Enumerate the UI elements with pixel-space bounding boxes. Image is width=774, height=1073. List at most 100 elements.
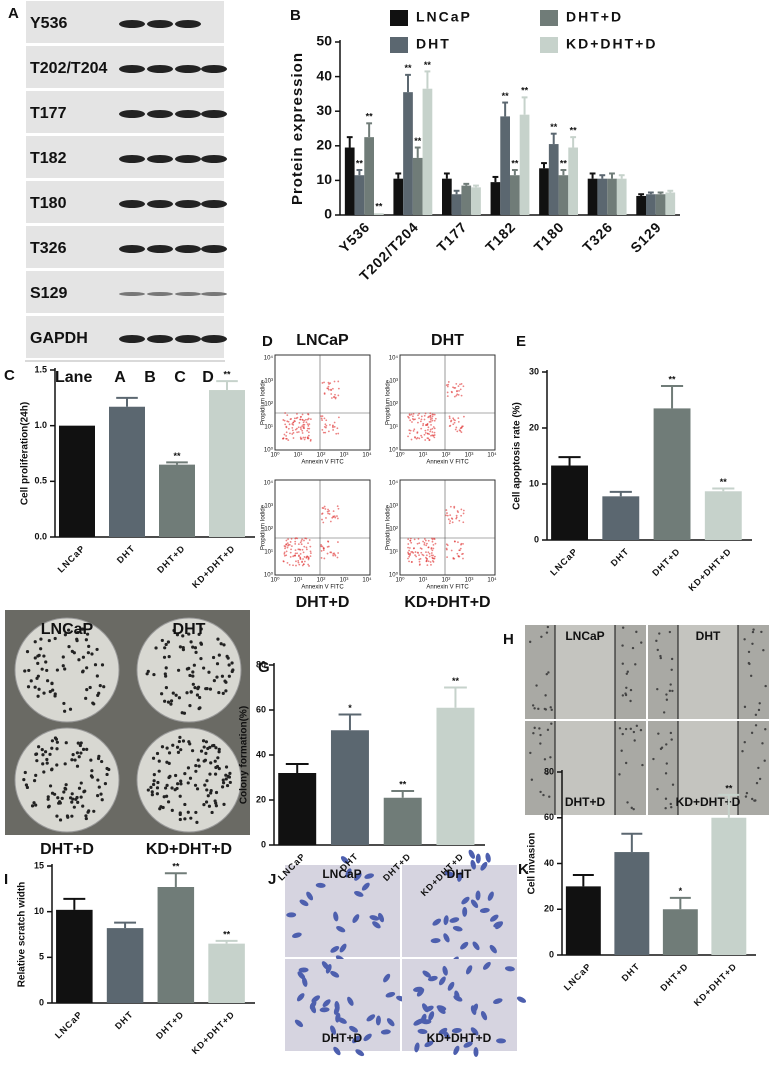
y-tick-label: 1.0 [34,420,47,430]
colony [102,685,106,689]
x-tick-label: S129 [627,218,664,255]
flow-tick: 10² [264,402,273,408]
bar [344,147,355,215]
flow-dot [416,542,419,545]
colony [33,640,37,644]
flow-dot [459,388,462,391]
y-tick-label: 60 [256,704,266,714]
flow-dot [452,418,455,421]
flow-dot [332,515,335,518]
bar [106,928,144,1003]
colony [160,638,164,643]
cell [372,921,381,929]
bar [364,137,374,215]
flow-dot [289,541,292,543]
colony [163,699,167,703]
colony [100,798,104,802]
flow-dot [446,512,448,514]
colony [164,686,168,690]
colony [194,769,198,773]
flow-dot [294,540,297,543]
flow-dot [420,415,423,418]
flow-dot [453,506,456,509]
cell [449,917,460,923]
colony [221,778,225,782]
flow-dot [460,383,463,385]
colony [145,672,149,676]
flow-dot [407,546,409,549]
blot-band [175,110,201,118]
colony [172,628,176,633]
colony [194,763,198,768]
cell [306,891,314,901]
cell [487,891,494,901]
flow-dot [455,394,458,397]
colony [181,634,185,638]
flow-dot [307,413,309,415]
blot-row [24,269,226,315]
cell [447,981,455,991]
colony [80,627,85,631]
flow-dot [331,387,334,390]
y-axis-label: Protein expression [289,52,306,205]
flow-dot [429,428,432,431]
x-tick-label: KD+DHT+D [190,1009,237,1056]
flow-dot [283,433,286,436]
flow-dot [308,539,311,541]
colony [93,663,98,667]
colony [186,766,191,770]
cell [470,899,479,908]
flow-dot [454,540,456,543]
blot-band [201,200,227,208]
flow-dot [334,393,336,396]
colony [48,689,52,694]
flow-dot [337,507,340,510]
colony [188,742,192,746]
flow-dot [328,510,330,512]
group-label: DHT+D [40,841,94,858]
flow-dot [309,555,312,558]
colony [85,688,89,692]
flow-dot [334,554,337,557]
flow-dot [445,509,448,511]
flow-dot [299,418,302,421]
colony [42,654,46,658]
flow-dot [283,419,286,422]
flow-dot [323,381,325,384]
flow-dot [327,512,330,515]
legend-label: DHT [416,36,451,52]
cell [658,632,661,635]
cell [386,1018,395,1027]
flow-dot [415,437,418,440]
colony [48,784,53,788]
colony [61,664,65,668]
blot-band [201,292,227,296]
cell [355,1049,365,1057]
flow-y-axis: Propidium Iodide [261,504,267,550]
flow-dot [462,552,464,555]
colony [63,709,67,713]
bar [442,178,452,215]
colony [222,643,226,647]
flow-dot [409,554,411,556]
blot-band [175,292,201,296]
cell [629,727,632,731]
flow-x-axis: Annexin V FITC [301,585,344,591]
flow-dot [321,507,324,509]
cell [340,856,349,864]
flow-tick: 10⁰ [264,572,274,579]
colony [66,628,71,632]
cell [322,999,331,1007]
cell [670,657,674,661]
colony [178,794,182,798]
flow-tick: 10⁴ [362,452,372,459]
flow-dot [425,559,428,562]
flow-tick: 10⁰ [395,452,405,459]
flow-dot [420,418,423,421]
flow-dot [327,508,329,511]
flow-dot [445,384,448,387]
flow-dot [291,423,294,425]
cell [475,890,481,901]
x-tick-label: DHT+D [658,961,690,993]
flow-dot [298,548,301,551]
